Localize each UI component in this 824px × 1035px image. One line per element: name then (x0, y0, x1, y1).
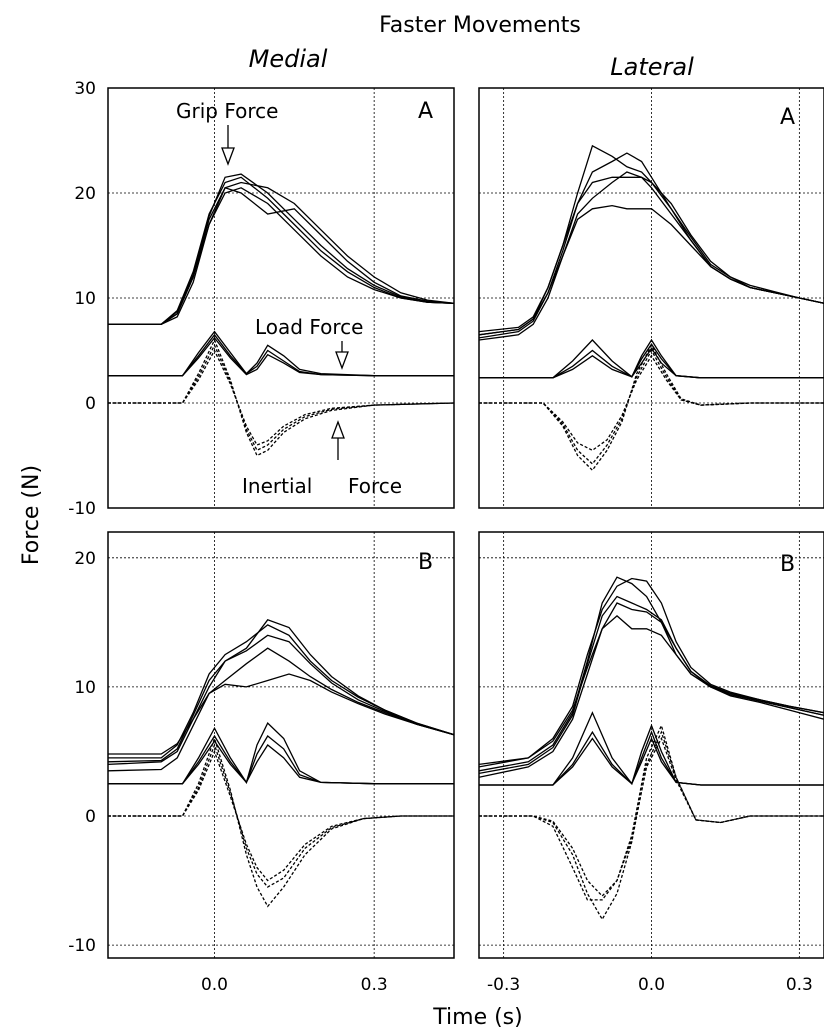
grip-force-trace (479, 595, 824, 775)
plot-frame (107, 87, 455, 509)
load-force-trace (479, 736, 824, 786)
series-group (479, 144, 824, 472)
y-tick-label: 30 (74, 79, 96, 99)
inertial-force-trace (479, 349, 824, 465)
grip-force-trace (108, 624, 454, 759)
grip-force-arrow (221, 125, 235, 166)
inertial-force-trace (108, 743, 454, 888)
panel-b-medial: 20 10 0 -10 0.0 0.3 B (68, 531, 455, 995)
inertial-force-trace (108, 343, 454, 452)
annotations: Grip Force Load Force Inertial Force (176, 99, 402, 498)
grip-force-trace (108, 647, 454, 755)
inertial-force-label-word2: Force (348, 474, 402, 498)
x-tick-label: -0.3 (487, 975, 520, 995)
column-title-lateral: Lateral (610, 53, 694, 81)
grip-force-trace (108, 187, 454, 325)
grip-force-trace (108, 634, 454, 763)
grip-force-label: Grip Force (176, 99, 278, 123)
grip-force-trace (108, 181, 454, 325)
panel-letter: A (780, 105, 795, 130)
y-tick-label: 10 (74, 289, 96, 309)
load-force-trace (108, 333, 454, 377)
x-tick-label: 0.0 (201, 975, 228, 995)
grip-force-trace (479, 577, 824, 768)
inertial-force-trace (479, 736, 824, 897)
grip-force-trace (479, 615, 824, 766)
panels: 30 20 10 0 -10 A A 20 10 0 -10 0.0 0.3 B -0.3 0.0 0.3 B (68, 79, 824, 995)
load-force-trace (108, 330, 454, 377)
load-force-trace (108, 336, 454, 377)
inertial-force-trace (108, 349, 454, 446)
y-tick-label: -10 (68, 499, 96, 519)
load-force-label: Load Force (255, 315, 363, 339)
load-force-trace (108, 739, 454, 785)
plot-frame (478, 87, 824, 509)
grip-force-trace (108, 173, 454, 325)
inertial-force-trace (108, 736, 454, 908)
grip-force-trace (108, 673, 454, 772)
x-tick-label: 0.3 (361, 975, 388, 995)
plot-frame (107, 531, 455, 959)
grip-force-trace (108, 619, 454, 766)
load-force-trace (108, 734, 454, 785)
column-title-medial: Medial (249, 45, 328, 73)
panel-letter: B (780, 552, 795, 577)
plot-frame (478, 531, 824, 959)
y-axis-label: Force (N) (19, 465, 44, 565)
series-group (108, 173, 454, 457)
panel-a-lateral: A (478, 87, 824, 509)
inertial-force-trace (108, 749, 454, 882)
y-tick-label: 0 (85, 807, 96, 827)
series-group (108, 619, 454, 908)
panel-letter: A (418, 99, 433, 124)
panel-a-medial: 30 20 10 0 -10 A (68, 79, 455, 519)
panel-b-lateral: -0.3 0.0 0.3 B (478, 531, 824, 995)
grip-force-trace (108, 176, 454, 325)
grip-force-trace (479, 204, 824, 336)
y-tick-label: -10 (68, 936, 96, 956)
y-tick-label: 0 (85, 394, 96, 414)
figure-title: Faster Movements (379, 13, 581, 38)
x-tick-label: 0.0 (638, 975, 665, 995)
inertial-force-trace (108, 338, 454, 457)
panel-letter: B (418, 550, 433, 575)
grip-force-trace (108, 187, 454, 325)
y-tick-label: 20 (74, 549, 96, 569)
inertial-force-arrow (331, 420, 345, 460)
y-tick-label: 20 (74, 184, 96, 204)
grip-force-trace (479, 176, 824, 333)
grip-force-trace (479, 602, 824, 778)
y-tick-label: 10 (74, 678, 96, 698)
load-force-arrow (335, 341, 349, 370)
inertial-force-label-word1: Inertial (242, 474, 312, 498)
inertial-force-trace (479, 343, 824, 472)
x-tick-label: 0.3 (786, 975, 813, 995)
x-axis-label: Time (s) (432, 1005, 522, 1030)
series-group (479, 576, 824, 921)
